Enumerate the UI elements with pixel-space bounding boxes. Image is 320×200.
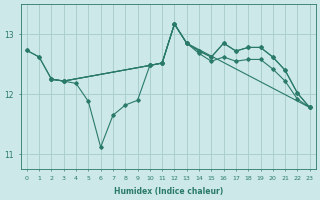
X-axis label: Humidex (Indice chaleur): Humidex (Indice chaleur) (114, 187, 223, 196)
